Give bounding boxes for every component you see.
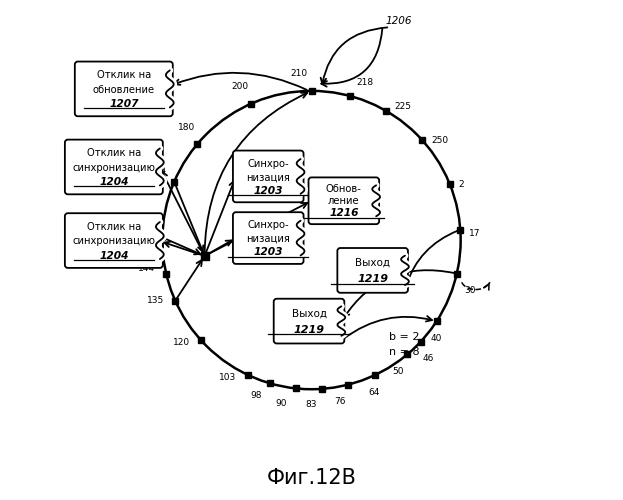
FancyBboxPatch shape xyxy=(65,213,163,268)
Text: 1216: 1216 xyxy=(329,208,359,218)
Text: 103: 103 xyxy=(219,373,236,382)
Text: 225: 225 xyxy=(394,102,411,112)
Text: 17: 17 xyxy=(469,229,481,238)
Text: 1219: 1219 xyxy=(357,274,388,284)
Text: Отклик на: Отклик на xyxy=(97,70,151,81)
Text: 98: 98 xyxy=(250,391,262,400)
Text: Отклик на: Отклик на xyxy=(87,148,141,158)
Text: синхронизацию: синхронизацию xyxy=(72,162,155,172)
Text: 40: 40 xyxy=(431,334,442,342)
Text: 30: 30 xyxy=(464,286,475,295)
Text: 135: 135 xyxy=(147,296,164,305)
Text: 76: 76 xyxy=(334,397,346,406)
Text: Синхро-: Синхро- xyxy=(247,158,289,168)
FancyBboxPatch shape xyxy=(75,62,173,116)
Text: n = 8: n = 8 xyxy=(389,347,419,357)
Text: 1203: 1203 xyxy=(254,186,283,196)
FancyBboxPatch shape xyxy=(273,298,345,344)
Text: Выход: Выход xyxy=(292,309,326,319)
Text: 210: 210 xyxy=(290,70,308,78)
Text: 1204: 1204 xyxy=(99,177,128,187)
Text: 151: 151 xyxy=(134,224,151,233)
FancyBboxPatch shape xyxy=(338,248,408,293)
Text: Фиг.12В: Фиг.12В xyxy=(267,468,356,487)
Text: 250: 250 xyxy=(431,136,449,144)
Text: 90: 90 xyxy=(275,400,287,408)
Text: 1206: 1206 xyxy=(385,16,412,26)
FancyBboxPatch shape xyxy=(233,150,303,203)
Text: Синхро-: Синхро- xyxy=(247,220,289,230)
Text: 46: 46 xyxy=(422,354,434,363)
Text: 174: 174 xyxy=(150,166,167,175)
Text: 200: 200 xyxy=(232,82,249,92)
FancyBboxPatch shape xyxy=(233,212,303,264)
Text: 83: 83 xyxy=(305,400,317,409)
Text: 1219: 1219 xyxy=(293,325,325,335)
Text: 144: 144 xyxy=(138,264,155,273)
Text: 1203: 1203 xyxy=(254,247,283,257)
Text: низация: низация xyxy=(246,234,290,243)
Text: b = 2: b = 2 xyxy=(389,332,419,342)
Text: 2: 2 xyxy=(459,180,464,188)
Text: 218: 218 xyxy=(356,78,373,87)
Text: ление: ление xyxy=(328,196,359,206)
Text: Выход: Выход xyxy=(355,258,390,268)
Text: Отклик на: Отклик на xyxy=(87,222,141,232)
Text: низация: низация xyxy=(246,172,290,182)
Text: 64: 64 xyxy=(369,388,380,396)
Text: 1204: 1204 xyxy=(99,250,128,260)
Text: 1207: 1207 xyxy=(109,99,138,109)
Text: 120: 120 xyxy=(173,338,190,347)
Text: обновление: обновление xyxy=(93,84,155,94)
FancyBboxPatch shape xyxy=(308,178,379,224)
Text: Обнов-: Обнов- xyxy=(326,184,362,194)
Text: синхронизацию: синхронизацию xyxy=(72,236,155,246)
FancyBboxPatch shape xyxy=(65,140,163,194)
Text: 180: 180 xyxy=(178,122,195,132)
Text: 50: 50 xyxy=(392,367,404,376)
